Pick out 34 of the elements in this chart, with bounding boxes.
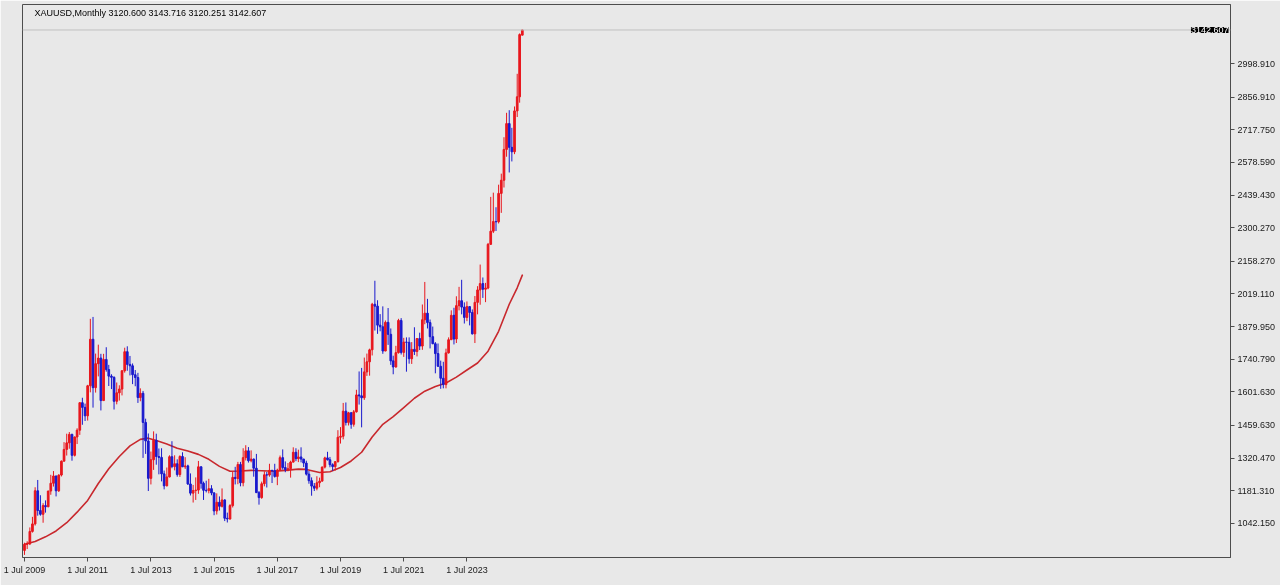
candlestick bbox=[44, 499, 47, 514]
x-tick-label: 1 Jul 2013 bbox=[130, 564, 172, 575]
chart-title: XAUUSD,Monthly 3120.600 3143.716 3120.251 3142.607 bbox=[34, 7, 267, 18]
x-tick-label: 1 Jul 2011 bbox=[67, 564, 109, 575]
x-tick-label: 1 Jul 2021 bbox=[383, 564, 425, 575]
y-tick-label: 2158.270 bbox=[1237, 256, 1276, 267]
candlestick bbox=[36, 479, 40, 517]
y-tick-label: 2300.270 bbox=[1237, 222, 1276, 233]
y-tick-label: 1042.150 bbox=[1237, 518, 1276, 529]
y-tick-label: 1181.310 bbox=[1237, 485, 1275, 496]
candlestick bbox=[360, 367, 363, 428]
y-tick-label: 2019.110 bbox=[1237, 288, 1275, 299]
candlestick bbox=[239, 461, 242, 487]
candlestick bbox=[413, 326, 416, 356]
y-tick-label: 1879.950 bbox=[1237, 321, 1276, 332]
ref-line-label: 3142.607 bbox=[1190, 24, 1229, 35]
x-tick-label: 1 Jul 2015 bbox=[193, 564, 235, 575]
y-tick-label: 1740.790 bbox=[1237, 354, 1276, 365]
y-tick-label: 2856.910 bbox=[1237, 92, 1276, 103]
x-tick-label: 1 Jul 2019 bbox=[319, 564, 362, 575]
y-tick-label: 2717.750 bbox=[1237, 124, 1276, 135]
x-tick-label: 1 Jul 2023 bbox=[446, 564, 488, 575]
y-tick-label: 1601.630 bbox=[1237, 386, 1276, 397]
y-tick-label: 1320.470 bbox=[1237, 453, 1276, 464]
y-tick-label: 2439.430 bbox=[1237, 190, 1276, 201]
line-series bbox=[23, 274, 524, 546]
y-tick-label: 2578.590 bbox=[1237, 157, 1276, 168]
candlestick bbox=[81, 397, 84, 426]
candlestick bbox=[405, 336, 408, 373]
x-tick-label: 1 Jul 2017 bbox=[256, 564, 299, 575]
y-tick-label: 2998.910 bbox=[1237, 58, 1276, 69]
candlestick bbox=[373, 280, 377, 332]
x-tick-label: 1 Jul 2009 bbox=[3, 564, 46, 575]
y-tick-label: 1459.630 bbox=[1237, 420, 1276, 431]
